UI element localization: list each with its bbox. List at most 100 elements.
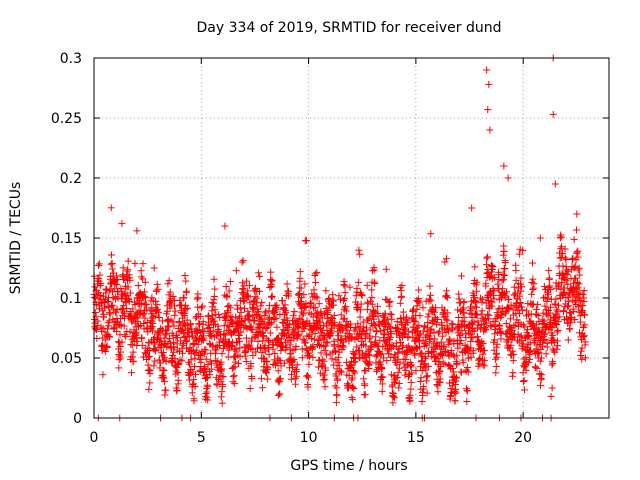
data-point: [218, 399, 226, 407]
data-point: [328, 355, 336, 363]
data-point: [219, 380, 227, 388]
data-point: [451, 397, 459, 405]
data-point: [219, 373, 227, 381]
data-point: [238, 258, 246, 266]
data-point: [267, 282, 275, 290]
data-point: [142, 300, 150, 308]
data-point: [134, 282, 142, 290]
data-point: [304, 383, 312, 391]
data-point: [110, 323, 118, 331]
data-point: [549, 359, 557, 367]
data-point: [457, 272, 465, 280]
data-point: [191, 382, 199, 390]
data-point: [287, 350, 295, 358]
data-point: [202, 355, 210, 363]
data-point: [184, 329, 192, 337]
data-point: [198, 304, 206, 312]
data-point: [113, 327, 121, 335]
data-point: [134, 314, 142, 322]
data-point: [181, 272, 189, 280]
data-point: [549, 110, 557, 118]
data-point: [389, 392, 397, 400]
data-point: [97, 280, 105, 288]
data-point: [213, 357, 221, 365]
data-point: [133, 227, 141, 235]
data-point: [116, 343, 124, 351]
data-point: [499, 251, 507, 259]
data-point: [195, 320, 203, 328]
data-point: [346, 362, 354, 370]
data-point: [337, 311, 345, 319]
data-point: [332, 372, 340, 380]
data-point: [369, 267, 377, 275]
data-point: [194, 294, 202, 302]
data-point: [276, 375, 284, 383]
data-point: [217, 358, 225, 366]
data-point: [193, 295, 201, 303]
data-point: [162, 357, 170, 365]
data-point: [103, 286, 111, 294]
data-point: [493, 353, 501, 361]
data-point: [249, 313, 257, 321]
data-point: [424, 372, 432, 380]
data-point: [485, 80, 493, 88]
data-point: [236, 312, 244, 320]
data-point: [107, 260, 115, 268]
data-point: [208, 359, 216, 367]
data-point: [569, 254, 577, 262]
data-point: [230, 372, 238, 380]
data-point: [426, 291, 434, 299]
data-point: [355, 246, 363, 254]
data-point: [245, 281, 253, 289]
data-point: [353, 285, 361, 293]
data-point: [107, 204, 115, 212]
data-point: [528, 290, 536, 298]
data-point: [163, 326, 171, 334]
data-point: [322, 342, 330, 350]
data-point: [520, 386, 528, 394]
data-point: [129, 305, 137, 313]
data-point: [223, 292, 231, 300]
data-point: [142, 301, 150, 309]
data-point: [418, 349, 426, 357]
data-point: [257, 302, 265, 310]
data-point: [283, 280, 291, 288]
data-point: [155, 314, 163, 322]
data-point: [276, 357, 284, 365]
data-point: [264, 375, 272, 383]
data-point: [103, 343, 111, 351]
data-point: [570, 236, 578, 244]
data-point: [356, 313, 364, 321]
data-point: [163, 342, 171, 350]
data-point: [210, 275, 218, 283]
data-point: [564, 336, 572, 344]
data-point: [528, 259, 536, 267]
data-point: [232, 313, 240, 321]
data-point: [347, 320, 355, 328]
data-point: [166, 288, 174, 296]
data-point: [508, 372, 516, 380]
data-point: [258, 298, 266, 306]
data-point: [492, 369, 500, 377]
data-point: [471, 263, 479, 271]
data-point: [95, 260, 103, 268]
data-point: [166, 334, 174, 342]
data-point: [291, 345, 299, 353]
data-point: [328, 315, 336, 323]
data-point: [281, 310, 289, 318]
data-point: [342, 307, 350, 315]
data-point: [360, 375, 368, 383]
data-point: [488, 261, 496, 269]
data-point: [268, 276, 276, 284]
data-point: [107, 251, 115, 259]
data-point: [169, 318, 177, 326]
data-point: [145, 366, 153, 374]
data-point: [117, 348, 125, 356]
data-point: [181, 309, 189, 317]
data-point: [217, 393, 225, 401]
data-point: [94, 261, 102, 269]
data-point: [170, 322, 178, 330]
data-point: [174, 376, 182, 384]
data-point: [213, 381, 221, 389]
data-point: [164, 280, 172, 288]
